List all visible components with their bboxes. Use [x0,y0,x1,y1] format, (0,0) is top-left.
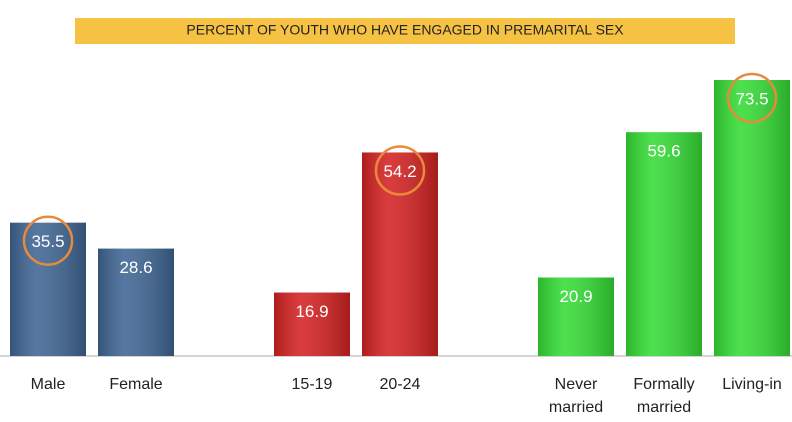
x-tick-label: Never married [549,376,603,416]
bar-shade [362,152,438,356]
title-band [75,18,735,44]
value-label: 16.9 [295,302,328,321]
x-tick-label: 20-24 [380,376,421,393]
x-tick-label-line: married [637,399,691,416]
x-tick-label: 15-19 [292,376,333,393]
x-tick-label: Living-in [722,376,782,393]
highlight-circle [22,215,74,266]
value-label: 35.5 [31,232,64,251]
bar-shade [714,80,790,356]
chart-title: PERCENT OF YOUTH WHO HAVE ENGAGED IN PRE… [186,22,624,38]
x-tick-label-line: Formally [633,376,694,393]
highlight-circle [374,145,426,196]
bar-shade [98,248,174,356]
highlight-circle [726,72,778,124]
x-tick-label: Male [31,376,66,393]
x-tick-label: Formally married [633,376,694,416]
x-tick-label: Female [109,376,162,393]
value-label: 28.6 [119,258,152,277]
bar-shade [10,222,86,356]
value-label: 54.2 [383,162,416,181]
value-label: 20.9 [559,287,592,306]
bar-shade [626,132,702,356]
x-tick-label-line: Never [555,376,598,393]
x-tick-label-line: married [549,399,603,416]
bar-shade [274,292,350,356]
value-label: 59.6 [647,142,680,161]
value-label: 73.5 [735,89,768,108]
bar-shade [538,277,614,356]
